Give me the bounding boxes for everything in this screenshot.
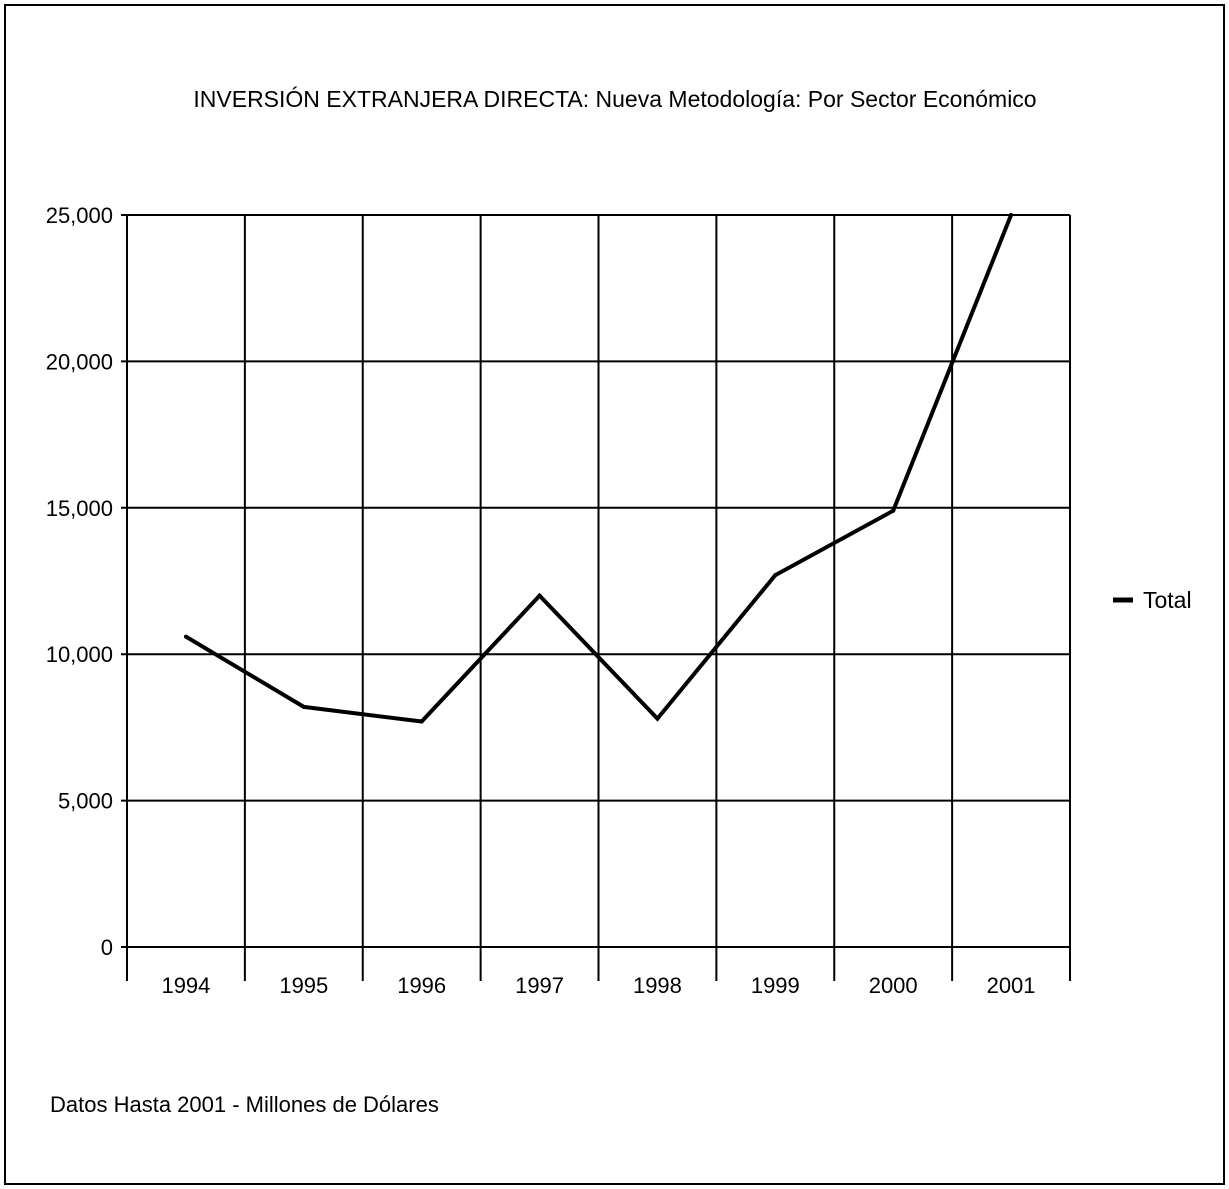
data-point xyxy=(537,593,542,598)
y-tick-label: 20,000 xyxy=(46,349,113,374)
x-tick-label: 1999 xyxy=(751,973,800,998)
x-tick-label: 2001 xyxy=(987,973,1036,998)
data-point xyxy=(891,508,896,513)
legend-label: Total xyxy=(1143,587,1192,613)
chart-title: INVERSIÓN EXTRANJERA DIRECTA: Nueva Meto… xyxy=(193,86,1036,112)
data-point xyxy=(301,704,306,709)
y-tick-label: 25,000 xyxy=(46,203,113,228)
data-point xyxy=(183,634,188,639)
data-point xyxy=(1009,213,1014,217)
y-tick-label: 15,000 xyxy=(46,496,113,521)
chart-footnote: Datos Hasta 2001 - Millones de Dólares xyxy=(50,1092,439,1117)
x-tick-label: 1995 xyxy=(279,973,328,998)
axis-layer: 0 5,000 10,000 15,000 20,000 25,000 1994 1995 19… xyxy=(46,203,1036,998)
data-point xyxy=(655,716,660,721)
x-tick-label: 1996 xyxy=(397,973,446,998)
y-tick-label: 5,000 xyxy=(58,789,113,814)
x-tick-label: 1998 xyxy=(633,973,682,998)
data-point xyxy=(773,573,778,578)
series-line-total xyxy=(184,214,1013,724)
grid-layer xyxy=(121,214,1071,981)
series-layer xyxy=(183,213,1014,724)
chart-frame xyxy=(4,4,1225,1185)
x-tick-label: 1997 xyxy=(515,973,564,998)
y-tick-label: 10,000 xyxy=(46,642,113,667)
x-tick-label: 1994 xyxy=(161,973,210,998)
x-tick-label: 2000 xyxy=(869,973,918,998)
y-tick-label: 0 xyxy=(101,935,113,960)
data-point xyxy=(419,719,424,724)
legend: Total xyxy=(1113,587,1192,613)
